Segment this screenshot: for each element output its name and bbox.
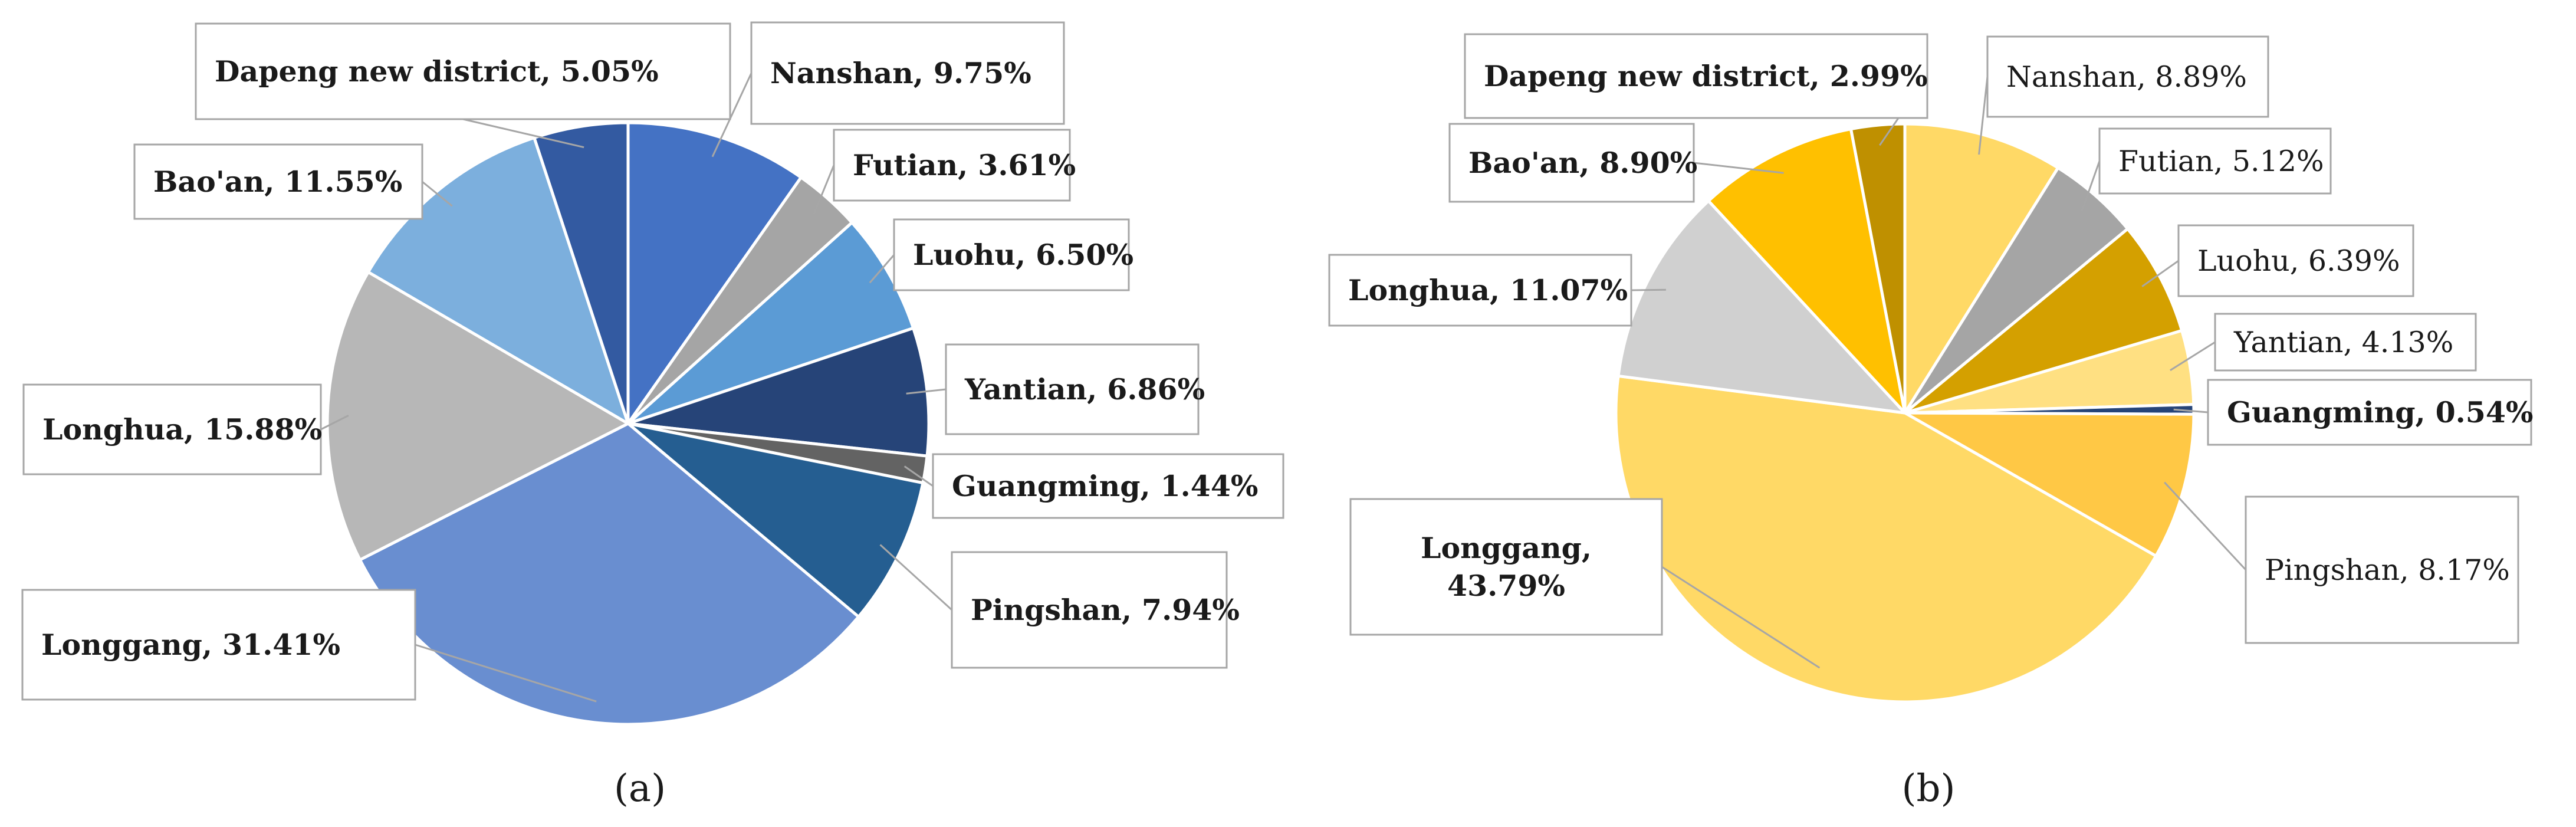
leader-line (869, 254, 895, 284)
leader-line (422, 181, 453, 207)
slice-bao-an (1707, 127, 1907, 415)
data-label: Longgang, 43.79% (1421, 531, 1592, 603)
leader-line (906, 388, 947, 395)
data-label: Guangming, 0.54% (2227, 395, 2533, 429)
label-box (2098, 127, 2332, 195)
leader-line (2173, 408, 2209, 414)
data-label: Luohu, 6.50% (913, 238, 1133, 272)
slice-longhua (326, 270, 630, 562)
leader-line (903, 465, 934, 487)
data-label: Bao'an, 8.90% (1468, 146, 1697, 180)
label-box (833, 129, 1071, 202)
label-box (750, 21, 1065, 125)
label-box (2177, 224, 2414, 297)
slice-pingshan (1903, 411, 2196, 558)
label-box (2245, 495, 2519, 644)
data-label: Pingshan, 8.17% (2265, 553, 2510, 587)
leader-line (1978, 76, 1989, 155)
data-label: Yantian, 4.13% (2233, 326, 2453, 359)
leader-line (2170, 341, 2216, 372)
leader-line (879, 544, 953, 611)
leader-line (1661, 566, 1821, 669)
slice-nanshan (1903, 122, 2060, 415)
leader-line (2081, 160, 2101, 211)
label-box (133, 143, 423, 220)
slice-dapeng-new-district (1849, 122, 1907, 415)
leader-line (711, 73, 753, 157)
data-label: Guangming, 1.44% (952, 469, 1258, 503)
panel-label-b: (b) (1902, 767, 1956, 810)
label-box (1464, 33, 1928, 119)
slice-dapeng-new-district (533, 121, 630, 425)
panel-label-a: (a) (614, 767, 666, 810)
label-box (932, 453, 1284, 519)
slice-luohu (1903, 227, 2184, 415)
label-box (1448, 123, 1695, 203)
slice-futian (1903, 166, 2130, 415)
data-label: Yantian, 6.86% (964, 372, 1205, 406)
label-box (195, 22, 731, 120)
slice-longgang (1614, 374, 2158, 704)
label-box (2214, 313, 2477, 372)
data-label: Nanshan, 8.89% (2006, 60, 2247, 94)
label-box (1986, 35, 2269, 118)
pie-chart-b: Nanshan, 8.89% Futian, 5.12% Luohu, 6.39% Y… (1328, 33, 2533, 704)
slice-nanshan (626, 121, 803, 425)
leader-line (2164, 481, 2247, 571)
data-label: Longhua, 11.07% (1348, 273, 1628, 307)
slice-bao-an (366, 136, 630, 425)
data-label: Nanshan, 9.75% (770, 56, 1031, 90)
slice-luohu (626, 221, 915, 425)
data-label: Futian, 3.61% (853, 148, 1076, 182)
pie-chart-a: Nanshan, 9.75% Futian, 3.61% Luohu, 6.50% Y… (21, 21, 1284, 726)
data-label: Luohu, 6.39% (2197, 244, 2400, 278)
label-box (22, 383, 322, 475)
label-box (1328, 254, 1632, 327)
label-box (2207, 379, 2532, 446)
label-box (21, 589, 416, 701)
leader-line (813, 165, 835, 215)
leader-line (1693, 162, 1784, 174)
leader-line (415, 644, 597, 703)
label-box (1349, 498, 1663, 636)
data-label: Futian, 5.12% (2118, 145, 2324, 178)
leader-line (462, 118, 584, 149)
data-label: Dapeng new district, 5.05% (215, 54, 659, 88)
leader-line (2141, 260, 2179, 287)
leader-line (320, 415, 349, 431)
slice-longhua (1616, 199, 1907, 415)
data-label: Pingshan, 7.94% (971, 593, 1240, 627)
data-label: Longgang, 31.41% (41, 628, 340, 662)
data-label: Bao'an, 11.55% (153, 165, 402, 199)
data-label: Longhua, 15.88% (42, 412, 322, 447)
label-box (951, 551, 1228, 669)
label-box (945, 343, 1200, 435)
data-label: Dapeng new district, 2.99% (1484, 59, 1928, 93)
slice-pingshan (626, 422, 925, 619)
label-box (893, 218, 1130, 291)
